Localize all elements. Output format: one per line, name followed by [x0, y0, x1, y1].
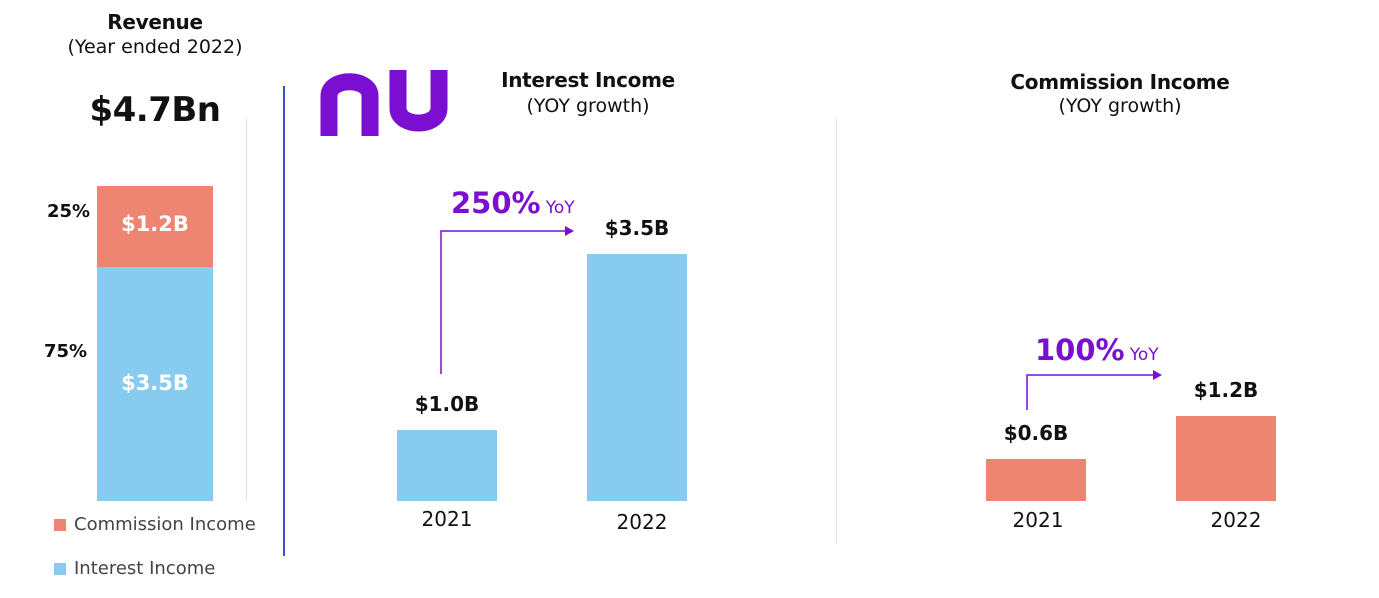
interest-value-label-2021: $1.0B — [414, 392, 480, 417]
main-divider-line — [283, 86, 285, 556]
revenue-bar-commission: $1.2B — [97, 186, 213, 267]
legend-item-interest: Interest Income — [54, 558, 215, 579]
commission-year-2022: 2022 — [1210, 508, 1262, 532]
commission-bar-2021 — [986, 458, 1086, 501]
legend-label-interest: Interest Income — [74, 558, 216, 579]
commission-growth-unit: YoY — [1129, 345, 1159, 365]
interest-year-2021: 2021 — [421, 507, 473, 531]
commission-growth: 100% YoY — [1035, 333, 1159, 367]
interest-bar-2021 — [397, 430, 497, 501]
legend-label-commission: Commission Income — [74, 514, 256, 535]
interest-share-label: 75% — [44, 341, 88, 362]
revenue-title: Revenue — [107, 10, 203, 34]
interest-title: Interest Income — [501, 68, 675, 92]
legend-swatch-interest — [54, 562, 66, 575]
legend-swatch-commission — [54, 518, 66, 531]
interest-value-label-2022: $3.5B — [604, 215, 670, 240]
revenue-bar-interest-label: $3.5B — [121, 371, 189, 395]
interest-bar-2022 — [587, 253, 687, 501]
commission-year-2021: 2021 — [1012, 508, 1064, 532]
revenue-subtitle: (Year ended 2022) — [67, 36, 243, 58]
interest-subtitle: (YOY growth) — [526, 95, 650, 117]
interest-growth-value: 250% — [451, 186, 541, 220]
revenue-bar-interest: $3.5B — [97, 267, 213, 501]
nubank-logo — [320, 70, 448, 136]
interest-growth-unit: YoY — [545, 198, 575, 218]
commission-share-label: 25% — [47, 201, 91, 222]
commission-title: Commission Income — [1010, 70, 1230, 94]
interest-growth: 250% YoY — [451, 186, 575, 220]
revenue-total: $4.7Bn — [89, 90, 221, 130]
commission-value-label-2022: $1.2B — [1193, 378, 1259, 403]
commission-growth-arrow — [1026, 370, 1162, 410]
commission-subtitle: (YOY growth) — [1058, 95, 1182, 117]
commission-value-label-2021: $0.6B — [1003, 420, 1069, 445]
revenue-bar-commission-label: $1.2B — [121, 212, 189, 236]
interest-growth-arrow — [440, 226, 574, 374]
commission-separator-line — [836, 118, 837, 544]
revenue-separator-line — [246, 118, 247, 500]
commission-growth-value: 100% — [1035, 333, 1125, 367]
commission-bar-2022 — [1176, 416, 1276, 501]
interest-year-2022: 2022 — [616, 510, 668, 534]
legend-item-commission: Commission Income — [54, 514, 256, 535]
